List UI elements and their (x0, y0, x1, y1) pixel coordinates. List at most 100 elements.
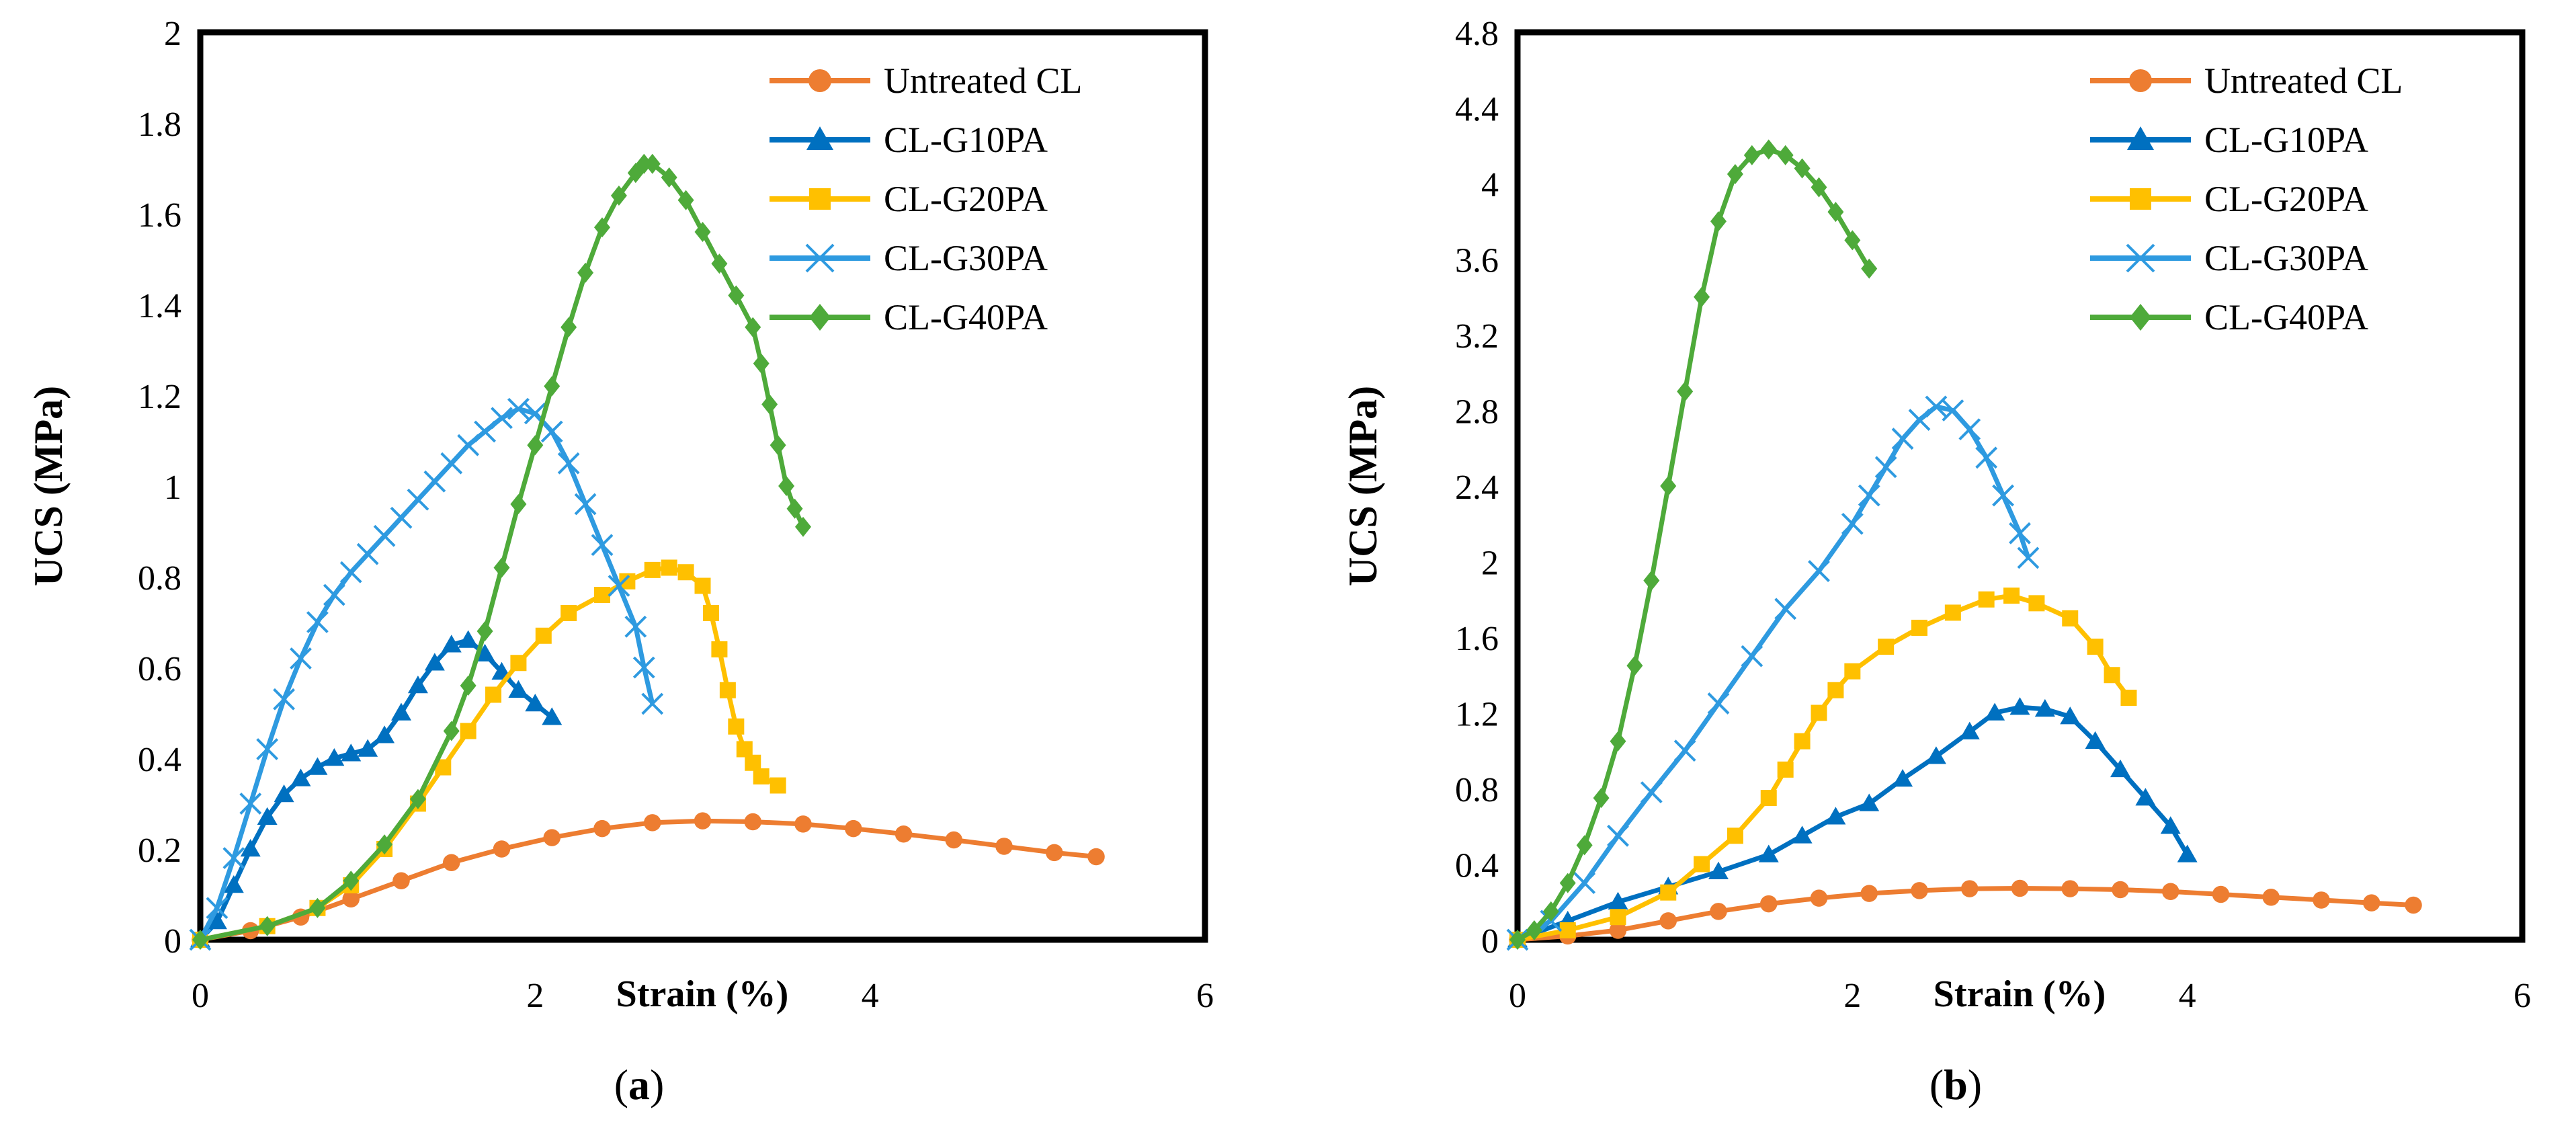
data-point (1610, 909, 1626, 926)
data-point (540, 420, 563, 443)
data-point (2363, 894, 2380, 912)
y-tick-label: 1.2 (138, 378, 181, 416)
data-point (610, 186, 627, 206)
data-point (493, 557, 510, 578)
y-tick-label: 0.8 (138, 559, 181, 598)
data-point (736, 741, 753, 758)
data-point (2061, 880, 2079, 897)
data-point (1694, 856, 1710, 873)
series-line (1516, 404, 2031, 942)
data-point (2120, 690, 2137, 706)
y-tick-label: 0 (164, 922, 181, 961)
data-point (1727, 827, 1743, 844)
data-point (1985, 702, 2005, 721)
data-point (223, 875, 244, 893)
data-point (1609, 922, 1627, 939)
legend-item: CL-G20PA (770, 179, 1048, 219)
data-point (1710, 211, 1727, 232)
data-point (745, 754, 761, 771)
legend-label: CL-G20PA (2204, 179, 2368, 219)
data-point (694, 577, 711, 594)
data-point (457, 434, 480, 456)
data-point (778, 476, 795, 496)
data-point (485, 686, 502, 703)
data-point (1794, 158, 1811, 179)
data-point (794, 815, 812, 833)
data-point (391, 702, 411, 721)
data-point (510, 494, 527, 514)
data-point (2087, 639, 2104, 655)
series-cl-g40pa (192, 153, 811, 950)
series-cl-g20pa (1509, 588, 2137, 948)
data-point (1861, 258, 1878, 279)
data-point (770, 777, 786, 794)
series-cl-g40pa (1509, 139, 1878, 950)
data-point (339, 561, 362, 583)
data-point (1925, 395, 1948, 418)
legend-swatch-marker (2130, 188, 2151, 210)
data-point (1992, 484, 2014, 507)
data-point (460, 676, 476, 696)
data-point (374, 725, 395, 743)
data-point (544, 376, 560, 397)
y-tick-label: 0.8 (1455, 771, 1499, 809)
data-point (945, 831, 962, 849)
y-tick-label: 1.2 (1455, 696, 1499, 734)
legend-item: Untreated CL (770, 60, 1082, 101)
data-point (1878, 639, 1895, 655)
x-tick-label: 6 (1196, 977, 1214, 1015)
data-point (1908, 409, 1931, 431)
data-point (341, 743, 362, 762)
data-point (1559, 922, 1576, 938)
data-point (440, 452, 463, 475)
data-point (1610, 731, 1626, 752)
data-point (2160, 816, 2181, 834)
data-point (1844, 663, 1861, 680)
data-point (1794, 733, 1811, 750)
data-point (753, 353, 770, 374)
legend-swatch-marker (809, 304, 831, 331)
data-point (1559, 873, 1576, 893)
data-point (1893, 768, 1913, 787)
x-tick-labels-a: 0 2 4 6 (192, 977, 1214, 1015)
data-point (1858, 484, 1880, 507)
legend-a: Untreated CL CL-G10PA CL-G20PA CL-G30PA CL-G… (770, 60, 1082, 337)
data-point (1925, 746, 1946, 764)
y-tick-label: 1.6 (138, 196, 181, 235)
data-point (535, 627, 552, 644)
data-point (542, 707, 563, 725)
data-point (1727, 163, 1743, 184)
data-point (1774, 598, 1797, 620)
data-point (2062, 610, 2079, 626)
series-line (1516, 147, 1872, 942)
legend-swatch-marker (2126, 243, 2155, 273)
data-point (507, 397, 530, 420)
data-point (491, 407, 513, 430)
legend-item: CL-G30PA (770, 238, 1048, 278)
legend-b: Untreated CL CL-G10PA CL-G20PA CL-G30PA CL-G… (2090, 60, 2403, 337)
series-group-a (189, 153, 1105, 951)
y-axis-label-a: UCS (MPa) (26, 386, 71, 586)
data-point (476, 621, 493, 641)
data-point (624, 615, 647, 638)
data-point (441, 635, 462, 653)
data-point (2212, 885, 2230, 903)
data-point (423, 470, 446, 493)
data-point (1959, 721, 1980, 739)
data-point (1593, 788, 1610, 809)
y-tick-label: 4 (1481, 166, 1499, 204)
y-tick-label: 0.2 (138, 832, 181, 870)
data-point (474, 420, 496, 443)
data-point (206, 912, 227, 930)
data-point (458, 630, 479, 648)
legend-item: CL-G40PA (770, 297, 1048, 337)
data-point (594, 217, 610, 238)
data-point (407, 488, 429, 511)
data-point (2003, 588, 2020, 604)
data-point (306, 611, 329, 633)
data-point (728, 718, 745, 735)
series-cl-g30pa (1506, 395, 2040, 951)
data-point (845, 819, 862, 838)
data-point (2313, 891, 2330, 909)
